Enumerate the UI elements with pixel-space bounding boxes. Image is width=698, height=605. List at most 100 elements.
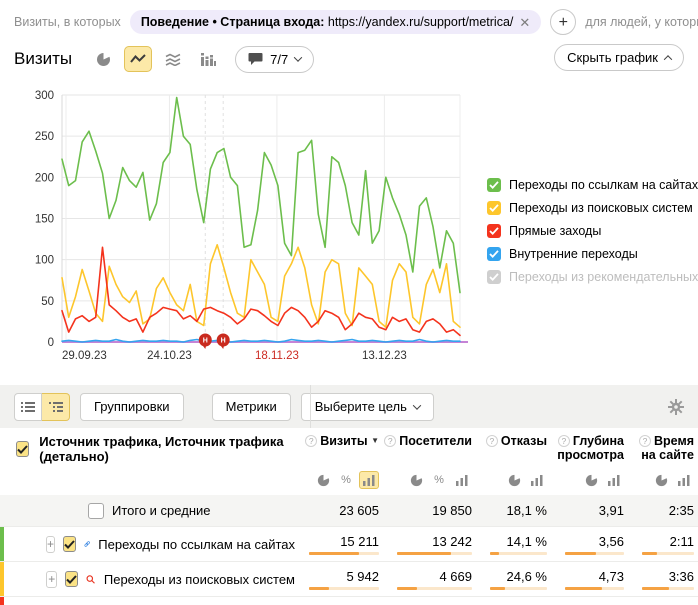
y-tick-label: 300 (35, 90, 54, 102)
table-header: Источник трафика, Источник трафика (дета… (0, 428, 698, 464)
pie-toggle-icon[interactable] (406, 471, 426, 489)
pie-toggle-icon[interactable] (581, 471, 601, 489)
line-chart-icon (130, 54, 146, 63)
chart-type-pie-button[interactable] (89, 46, 117, 72)
x-tick-label: 24.10.23 (147, 350, 192, 362)
row-label: Переходы по ссылкам на сайтах (98, 536, 295, 552)
bars-toggle-icon[interactable] (604, 471, 624, 489)
legend-label: Переходы из рекомендательных систем (509, 270, 698, 284)
y-tick-label: 0 (48, 337, 54, 349)
x-tick-label: 13.12.23 (362, 350, 407, 362)
legend-checkbox[interactable] (487, 270, 501, 284)
table-settings-button[interactable] (668, 398, 684, 415)
column-header-time[interactable]: ? Время на сайте (628, 434, 698, 462)
notes-count: 7/7 (270, 51, 289, 67)
totals-visitors: 19 850 (432, 503, 472, 518)
chip-url: https://yandex.ru/support/metrica/ (327, 15, 514, 29)
totals-depth: 3,91 (598, 503, 624, 518)
y-tick-label: 50 (41, 296, 54, 308)
x-tick-label: 18.11.23 (255, 350, 299, 362)
help-icon[interactable]: ? (485, 435, 498, 447)
y-tick-label: 200 (35, 172, 54, 184)
pie-toggle-icon[interactable] (313, 471, 333, 489)
series-color-stripe (0, 562, 4, 596)
bars-toggle-icon[interactable] (674, 471, 694, 489)
filter-bar: Визиты, в которых Поведение • Страница в… (14, 8, 698, 36)
legend-label: Переходы по ссылкам на сайтах (509, 178, 698, 192)
hide-chart-button[interactable]: Скрыть график (554, 44, 684, 71)
chart-type-columns-button[interactable] (194, 46, 222, 72)
legend-checkbox[interactable] (487, 224, 501, 238)
chevron-down-icon (293, 53, 303, 62)
metrics-button[interactable]: Метрики (211, 392, 291, 421)
chart-legend: Переходы по ссылкам на сайтах Переходы и… (487, 178, 698, 284)
help-icon[interactable]: ? (305, 435, 318, 447)
table-subheader-toggles: % % (0, 464, 698, 495)
visits-display-toggles: % (295, 464, 383, 495)
tree-list-icon (48, 401, 63, 412)
percent-toggle-icon[interactable]: % (434, 474, 444, 486)
legend-label: Прямые заходы (509, 224, 602, 238)
column-chart-icon (200, 52, 216, 66)
column-header-visitors[interactable]: ? Посетители (383, 434, 476, 448)
percent-toggle-icon[interactable]: % (341, 474, 351, 486)
legend-label: Внутренние переходы (509, 247, 638, 261)
x-tick-label: 29.09.23 (62, 350, 107, 362)
legend-item[interactable]: Переходы по ссылкам на сайтах (487, 178, 698, 192)
legend-label: Переходы из поисковых систем (509, 201, 693, 215)
visitors-display-toggles: % (383, 464, 476, 495)
row-checkbox[interactable] (65, 571, 79, 587)
bars-toggle-icon[interactable] (359, 471, 379, 489)
choose-goal-button[interactable]: Выберите цель (300, 392, 434, 421)
column-header-visits[interactable]: ? Визиты ▼ (295, 434, 383, 448)
help-icon[interactable]: ? (639, 435, 651, 447)
legend-checkbox[interactable] (487, 247, 501, 261)
filter-middle-label: для людей, у которых (585, 15, 698, 29)
note-marker[interactable]: Н (216, 333, 230, 350)
table-toolbar: Группировки Метрики Выберите цель (0, 385, 698, 428)
segment-filter-chip[interactable]: Поведение • Страница входа: https://yand… (129, 10, 542, 34)
legend-checkbox[interactable] (487, 201, 501, 215)
row-label: Переходы из поисковых систем (103, 571, 295, 587)
table-row-site-links[interactable]: + Переходы по ссылкам на сайтах 15 211 1… (0, 526, 698, 561)
stacked-area-icon (165, 53, 181, 66)
series-color-stripe (0, 597, 4, 605)
flat-list-view-button[interactable] (14, 392, 42, 421)
pie-toggle-icon[interactable] (651, 471, 671, 489)
visits-line-chart[interactable]: 0 50 100 150 200 250 300 29.09.23 24.10.23 18.11.… (0, 82, 698, 367)
traffic-sources-table: Источник трафика, Источник трафика (дета… (0, 428, 698, 605)
bars-toggle-icon[interactable] (527, 471, 547, 489)
legend-checkbox[interactable] (487, 178, 501, 192)
expand-row-button[interactable]: + (46, 570, 58, 588)
toolbar-divider (310, 385, 311, 428)
expand-row-button[interactable]: + (46, 535, 56, 553)
groupings-button[interactable]: Группировки (80, 392, 184, 421)
table-row-direct[interactable]: Прямые заходы 2 233 1 977 22,6 % 4,33 2:… (0, 596, 698, 605)
bars-toggle-icon[interactable] (452, 471, 472, 489)
chart-type-line-button[interactable] (124, 46, 153, 72)
chart-type-area-button[interactable] (159, 46, 187, 72)
flat-list-icon (21, 401, 35, 412)
legend-item[interactable]: Внутренние переходы (487, 247, 698, 261)
help-icon[interactable]: ? (384, 435, 397, 447)
legend-item[interactable]: Переходы из рекомендательных систем (487, 270, 698, 284)
help-icon[interactable]: ? (557, 435, 570, 447)
pie-toggle-icon[interactable] (504, 471, 524, 489)
depth-display-toggles (551, 464, 628, 495)
notes-dropdown-button[interactable]: 7/7 (235, 45, 315, 73)
totals-checkbox[interactable] (88, 502, 104, 519)
column-header-depth[interactable]: ? Глубина просмотра (557, 434, 624, 462)
select-all-checkbox[interactable] (16, 441, 30, 457)
row-checkbox[interactable] (63, 536, 77, 552)
legend-item[interactable]: Переходы из поисковых систем (487, 201, 698, 215)
series-line (61, 96, 461, 294)
legend-item[interactable]: Прямые заходы (487, 224, 698, 238)
search-icon (86, 574, 96, 584)
chip-close-icon[interactable]: ✕ (519, 14, 531, 30)
table-row-search-engines[interactable]: + Переходы из поисковых систем 5 942 4 6… (0, 561, 698, 596)
chart-controls-row: Визиты (14, 44, 684, 74)
column-header-bounces[interactable]: ? Отказы (476, 434, 551, 448)
tree-view-button[interactable] (42, 392, 70, 421)
note-marker[interactable]: Н (198, 333, 212, 350)
add-visit-filter-button[interactable]: + (550, 9, 577, 35)
